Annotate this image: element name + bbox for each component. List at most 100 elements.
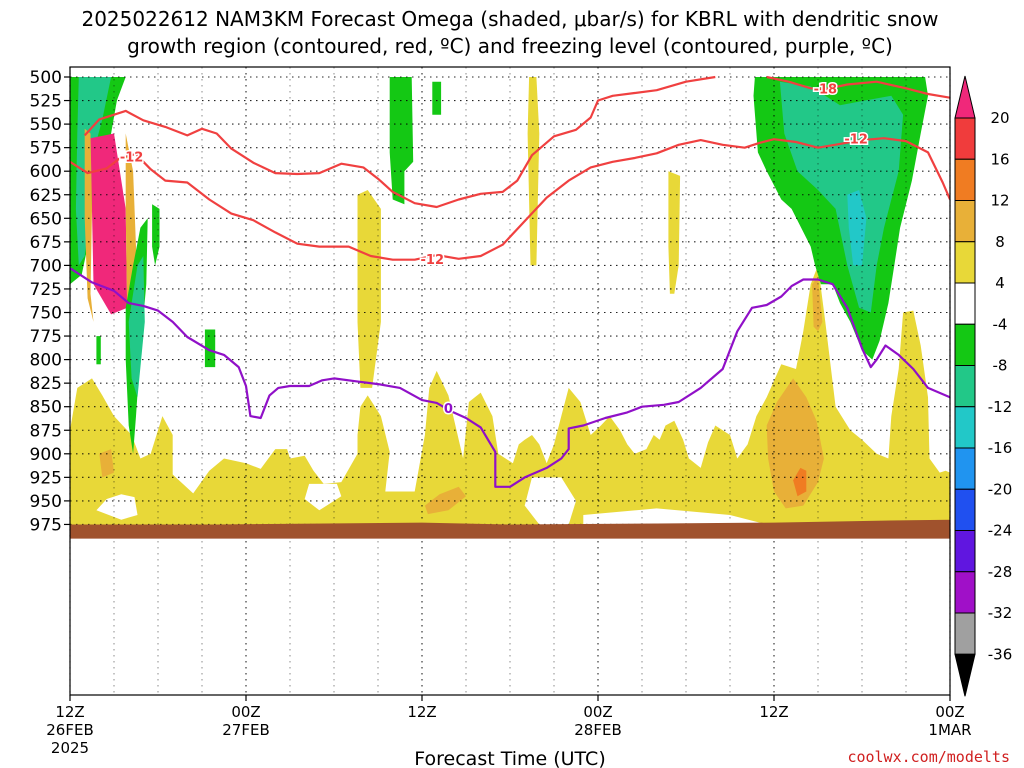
credit-text: coolwx.com/modelts (847, 748, 1010, 766)
y-tick-label: 725 (30, 280, 62, 300)
y-tick-label: 600 (30, 162, 62, 182)
omega-column-1 (357, 190, 381, 388)
omega-core-lower (424, 486, 466, 515)
grid-lines (69, 67, 951, 695)
colorbar-label: -32 (988, 604, 1013, 622)
colorbar-label: 4 (995, 274, 1005, 292)
x-tick-label: 00Z (935, 703, 964, 721)
omega-green-aloft (389, 77, 414, 205)
x-tick-label: 00Z (583, 703, 612, 721)
omega-green-small (152, 204, 160, 266)
y-tick-label: 975 (30, 515, 62, 535)
omega-core-left (99, 449, 114, 478)
y-tick-label: 650 (30, 209, 62, 229)
colorbar-label: 20 (990, 109, 1009, 127)
colorbar-label: -4 (993, 315, 1008, 333)
colorbar-label: -8 (993, 357, 1008, 375)
colorbar: 20 16 12 8 4 -4 -8 -12 -16 -20 -24 -28 -32 -36 (954, 75, 1013, 697)
omega-magenta-core (90, 133, 128, 315)
omega-gap-2 (304, 483, 342, 511)
x-tick-label: 28FEB (574, 721, 621, 739)
y-tick-label: 825 (30, 374, 62, 394)
omega-cyan-right (847, 190, 867, 266)
colorbar-label: -20 (988, 480, 1013, 498)
contour-0 (70, 267, 950, 488)
y-tick-label: 500 (30, 68, 62, 88)
omega-core-8to12 (766, 378, 824, 509)
colorbar-bin (954, 158, 976, 201)
colorbar-bin (954, 282, 976, 325)
contour-label: -12 (844, 133, 868, 148)
chart-title-line1: 2025022612 NAM3KM Forecast Omega (shaded… (81, 7, 938, 31)
y-tick-label: 625 (30, 186, 62, 206)
colorbar-bin (954, 241, 976, 284)
omega-teal-mid (128, 256, 145, 398)
y-tick-label: 800 (30, 351, 62, 371)
ground-fill (70, 519, 950, 539)
colorbar-bin (954, 571, 976, 614)
omega-column-3 (668, 171, 681, 294)
colorbar-bin (954, 323, 976, 366)
omega-gap-4 (583, 508, 767, 525)
contour--12 (70, 137, 950, 261)
omega-band-4to8 (70, 265, 950, 525)
ground-layer (70, 519, 950, 539)
colorbar-bin (954, 406, 976, 449)
colorbar-label: 12 (990, 192, 1009, 210)
colorbar-bin (954, 488, 976, 531)
colorbar-bin (954, 653, 976, 697)
colorbar-label: -36 (988, 645, 1013, 663)
contour-label: -12 (120, 151, 144, 166)
colorbar-bin (954, 200, 976, 243)
plot-frame (69, 66, 951, 696)
x-tick-label: 12Z (759, 703, 788, 721)
x-tick-label: 2025 (51, 739, 89, 757)
omega-core-upper (812, 276, 823, 332)
contour-lines: -18 -12 -12 -12 0 (70, 75, 950, 488)
x-tick-label: 1MAR (928, 721, 971, 739)
omega-core-12to16 (793, 467, 807, 497)
omega-green-thin (432, 81, 442, 115)
y-axis-ticks: 500 525 550 575 600 625 650 675 700 725 750 775 800 8… (30, 68, 70, 535)
x-tick-label: 12Z (407, 703, 436, 721)
contour--18 (766, 75, 950, 99)
colorbar-bin (954, 365, 976, 408)
y-tick-label: 550 (30, 115, 62, 135)
colorbar-bin (954, 447, 976, 490)
y-tick-label: 575 (30, 139, 62, 159)
colorbar-bin (954, 612, 976, 655)
x-tick-label: 00Z (231, 703, 260, 721)
colorbar-label: -24 (988, 522, 1013, 540)
colorbar-bin (954, 75, 976, 119)
y-tick-label: 875 (30, 421, 62, 441)
colorbar-label: 8 (995, 233, 1005, 251)
y-tick-label: 850 (30, 398, 62, 418)
contour-label: -12 (421, 253, 445, 268)
colorbar-label: -12 (988, 398, 1013, 416)
y-tick-label: 750 (30, 304, 62, 324)
x-tick-label: 27FEB (222, 721, 269, 739)
omega-gold-edge-left (84, 128, 94, 322)
omega-green-dot (96, 336, 101, 365)
colorbar-label: -28 (988, 563, 1013, 581)
x-axis-label: Forecast Time (UTC) (414, 748, 605, 768)
contour-label: 0 (444, 402, 453, 417)
omega-green-patch (204, 329, 216, 368)
y-tick-label: 950 (30, 492, 62, 512)
colorbar-label: -16 (988, 439, 1013, 457)
y-tick-label: 700 (30, 256, 62, 276)
y-tick-label: 925 (30, 468, 62, 488)
colorbar-bin (954, 117, 976, 160)
contour-label: -18 (814, 83, 838, 98)
y-tick-label: 900 (30, 445, 62, 465)
colorbar-label: 16 (990, 150, 1009, 168)
y-tick-label: 775 (30, 327, 62, 347)
y-tick-label: 525 (30, 92, 62, 112)
y-tick-label: 675 (30, 233, 62, 253)
x-tick-label: 12Z (55, 703, 84, 721)
colorbar-bin (954, 530, 976, 573)
contour--12-upper (83, 75, 716, 209)
x-tick-label: 26FEB (46, 721, 93, 739)
